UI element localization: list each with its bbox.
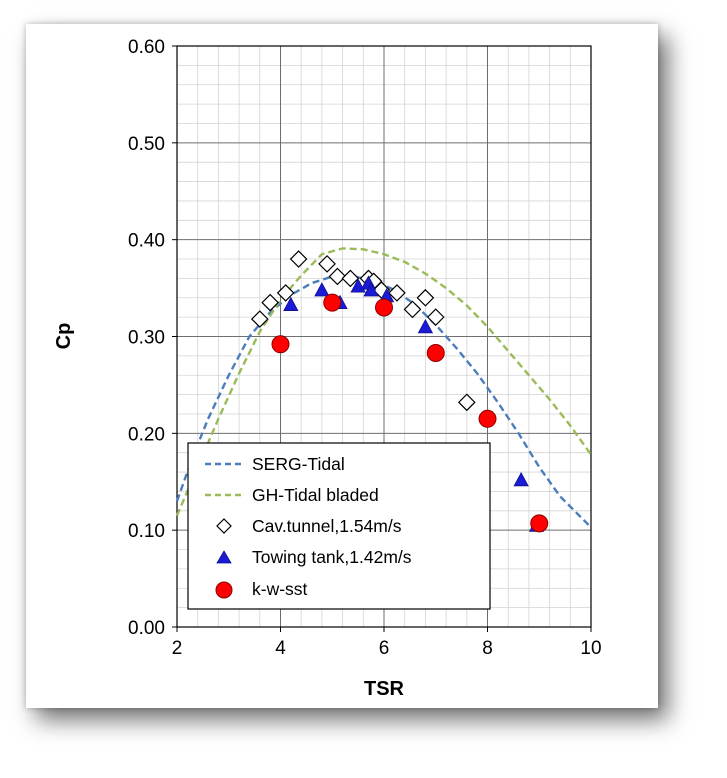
- y-axis-title: Cp: [53, 323, 75, 350]
- legend-entry-k-w-sst: k-w-sst: [215, 579, 308, 599]
- data-point-towing-tank-1-42m-s: [513, 471, 529, 487]
- x-axis-title: TSR: [364, 678, 405, 700]
- legend-label-towing-tank: Towing tank,1.42m/s: [252, 547, 412, 567]
- data-point-cav-tunnel-1-54m-s: [426, 308, 445, 326]
- y-tick-label: 0.50: [128, 134, 165, 155]
- data-point-cav-tunnel-1-54m-s: [457, 393, 476, 412]
- data-point-cav-tunnel-1-54m-s: [388, 284, 406, 302]
- legend-entry-gh-tidal-bladed: GH-Tidal bladed: [205, 485, 379, 505]
- x-tick-label: 8: [482, 638, 493, 659]
- tick-labels: 2 4 6 8 10 0.00 0.10 0.20 0.30 0.40 0.50 0.60: [128, 37, 602, 659]
- data-point-towing-tank-1-42m-s: [417, 318, 434, 334]
- x-tick-label: 6: [379, 638, 390, 659]
- data-point-cav-tunnel-1-54m-s: [416, 288, 435, 307]
- y-tick-label: 0.30: [128, 328, 165, 349]
- data-point-towing-tank-1-42m-s: [363, 282, 379, 297]
- data-point-k-w-sst: [530, 514, 549, 533]
- data-point-cav-tunnel-1-54m-s: [318, 255, 336, 273]
- legend-entry-towing-tank: Towing tank,1.42m/s: [216, 547, 412, 567]
- y-tick-label: 0.40: [128, 231, 165, 252]
- data-point-k-w-sst: [323, 293, 342, 312]
- x-tick-label: 4: [275, 638, 286, 659]
- data-point-cav-tunnel-1-54m-s: [341, 269, 360, 288]
- series-layer: [175, 247, 592, 533]
- data-point-cav-tunnel-1-54m-s: [328, 267, 347, 286]
- legend-swatch-towing-tank: [216, 550, 232, 564]
- chart-card: 2 4 6 8 10 0.00 0.10 0.20 0.30 0.40 0.50 0.60 TSR C…: [26, 24, 658, 708]
- y-tick-label: 0.00: [128, 618, 165, 639]
- legend-label-serg-tidal: SERG-Tidal: [252, 454, 345, 474]
- legend-entry-serg-tidal: SERG-Tidal: [205, 454, 345, 474]
- data-point-towing-tank-1-42m-s: [314, 282, 330, 297]
- y-tick-label: 0.20: [128, 424, 165, 445]
- data-point-k-w-sst: [271, 335, 290, 354]
- series-line-gh-tidal-bladed: [175, 247, 592, 517]
- legend-swatch-k-w-sst: [215, 581, 233, 599]
- legend-swatch-cav-tunnel: [216, 518, 232, 534]
- legend-entry-cav-tunnel: Cav.tunnel,1.54m/s: [216, 516, 402, 536]
- data-point-k-w-sst: [426, 343, 445, 362]
- data-point-cav-tunnel-1-54m-s: [289, 250, 308, 268]
- data-point-cav-tunnel-1-54m-s: [261, 293, 279, 312]
- x-tick-label: 2: [172, 638, 183, 659]
- legend-label-cav-tunnel: Cav.tunnel,1.54m/s: [252, 516, 402, 536]
- y-tick-label: 0.60: [128, 37, 165, 58]
- legend-label-k-w-sst: k-w-sst: [252, 579, 308, 599]
- data-point-cav-tunnel-1-54m-s: [276, 284, 295, 302]
- legend-label-gh-tidal-bladed: GH-Tidal bladed: [252, 485, 379, 505]
- data-point-cav-tunnel-1-54m-s: [403, 300, 422, 319]
- data-point-cav-tunnel-1-54m-s: [250, 310, 269, 328]
- y-tick-label: 0.10: [128, 521, 165, 542]
- cp-tsr-chart: 2 4 6 8 10 0.00 0.10 0.20 0.30 0.40 0.50 0.60 TSR C…: [53, 37, 602, 700]
- x-tick-label: 10: [580, 638, 601, 659]
- legend: SERG-Tidal GH-Tidal bladed Cav.tunnel,1.…: [187, 442, 491, 610]
- data-point-towing-tank-1-42m-s: [283, 296, 299, 311]
- data-point-k-w-sst: [478, 409, 497, 428]
- data-point-k-w-sst: [375, 298, 393, 317]
- legend-box: [187, 442, 491, 610]
